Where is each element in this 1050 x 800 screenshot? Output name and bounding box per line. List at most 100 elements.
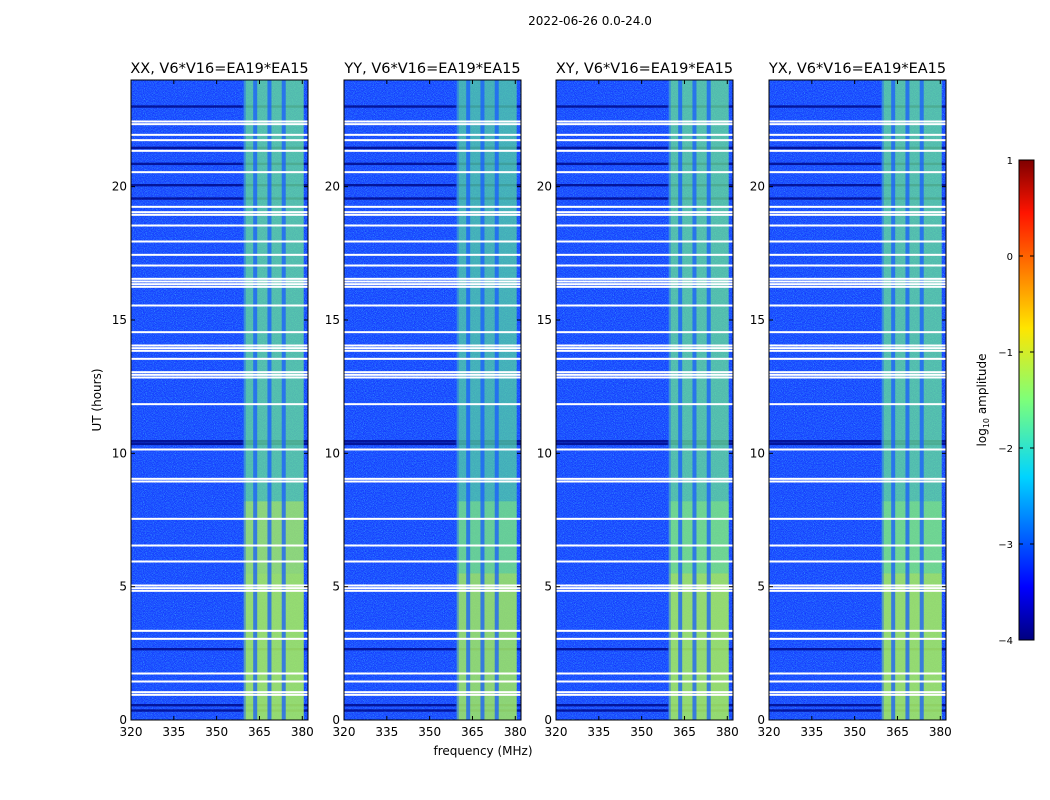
flagged-row (344, 213, 521, 216)
flagged-row (344, 344, 521, 347)
dark-row (131, 648, 308, 651)
channel-gap (466, 80, 471, 720)
flagged-row (556, 403, 733, 406)
panel-xy: XY, V6*V16=EA19*EA15 320 335 350 365 380 0 5 10 1… (537, 61, 739, 739)
rfi-band-mid (881, 501, 942, 574)
y-tick-label: 15 (750, 313, 765, 327)
y-tick-label: 10 (750, 446, 765, 460)
channel-gap (678, 80, 683, 720)
flagged-row (131, 149, 308, 152)
flagged-row (344, 373, 521, 376)
x-tick-label: 320 (758, 725, 781, 739)
flagged-row (344, 280, 521, 283)
channel-gap (253, 80, 258, 720)
dark-row (556, 197, 733, 200)
dark-row (131, 442, 308, 446)
flagged-row (769, 403, 946, 406)
flagged-row (769, 171, 946, 174)
flagged-row (556, 240, 733, 243)
flagged-row (769, 211, 946, 214)
flagged-row (131, 211, 308, 214)
flagged-row (769, 448, 946, 451)
flagged-row (344, 589, 521, 592)
flagged-row (556, 304, 733, 307)
panel-frame (343, 79, 522, 721)
flagged-row (344, 331, 521, 334)
flagged-row (344, 120, 521, 123)
x-tick-label: 320 (333, 725, 356, 739)
flagged-row (769, 280, 946, 283)
flagged-row (556, 213, 733, 216)
flagged-row (769, 277, 946, 280)
flagged-row (131, 691, 308, 694)
x-tick-label: 380 (504, 725, 527, 739)
flagged-row (769, 240, 946, 243)
flagged-row (769, 357, 946, 360)
flagged-row (344, 347, 521, 350)
x-tick-label: 380 (716, 725, 739, 739)
flagged-row (769, 693, 946, 696)
rfi-band-mid (456, 501, 517, 574)
flagged-row (769, 587, 946, 590)
rfi-band-strong (243, 573, 304, 720)
dark-row (131, 440, 308, 443)
dark-row (131, 146, 308, 150)
rfi-band-mid (668, 501, 729, 574)
y-tick-label: 20 (325, 180, 340, 194)
flagged-row (131, 477, 308, 480)
flagged-row (556, 637, 733, 640)
figure-title: 2022-06-26 0.0-24.0 (528, 14, 652, 28)
x-tick-label: 365 (673, 725, 696, 739)
flagged-row (344, 264, 521, 267)
flagged-row (769, 123, 946, 126)
flagged-row (769, 584, 946, 587)
y-tick-label: 5 (119, 580, 127, 594)
flagged-row (556, 560, 733, 563)
flagged-row (769, 637, 946, 640)
dark-row (344, 704, 521, 707)
flagged-row (769, 349, 946, 352)
flagged-row (556, 277, 733, 280)
flagged-row (344, 517, 521, 520)
dark-row (344, 709, 521, 712)
flagged-row (769, 560, 946, 563)
flagged-row (556, 517, 733, 520)
panel-xx: XX, V6*V16=EA19*EA15 320 335 350 365 380 0 5 10 1… (112, 61, 314, 739)
colorbar: 1 0 −1 −2 −3 −4 log10 amplitude (975, 156, 1035, 647)
flagged-row (556, 589, 733, 592)
flagged-row (131, 280, 308, 283)
channel-gap (891, 80, 896, 720)
dark-row (344, 146, 521, 150)
panel-yy: YY, V6*V16=EA19*EA15 320 335 350 365 380 0 5 10 1… (325, 61, 527, 739)
flagged-row (131, 139, 308, 142)
flagged-row (769, 672, 946, 675)
dark-row (344, 648, 521, 651)
dark-row (769, 709, 946, 712)
flagged-row (344, 403, 521, 406)
channel-gap (267, 80, 272, 720)
dark-row (556, 440, 733, 443)
panel-title: YY, V6*V16=EA19*EA15 (343, 61, 520, 77)
y-tick-label: 5 (544, 580, 552, 594)
flagged-row (556, 448, 733, 451)
flagged-row (556, 373, 733, 376)
y-tick-label: 10 (325, 446, 340, 460)
dark-row (344, 197, 521, 200)
flagged-row (344, 637, 521, 640)
flagged-row (769, 347, 946, 350)
flagged-row (556, 149, 733, 152)
flagged-row (131, 349, 308, 352)
dark-row (769, 162, 946, 166)
flagged-row (344, 253, 521, 256)
flagged-row (131, 672, 308, 675)
flagged-row (131, 283, 308, 286)
dark-row (556, 146, 733, 150)
flagged-row (556, 347, 733, 350)
flagged-row (344, 691, 521, 694)
flagged-row (556, 680, 733, 683)
flagged-row (556, 139, 733, 142)
flagged-row (556, 672, 733, 675)
panel-frame (768, 79, 947, 721)
flagged-row (131, 403, 308, 406)
x-tick-label: 350 (630, 725, 653, 739)
